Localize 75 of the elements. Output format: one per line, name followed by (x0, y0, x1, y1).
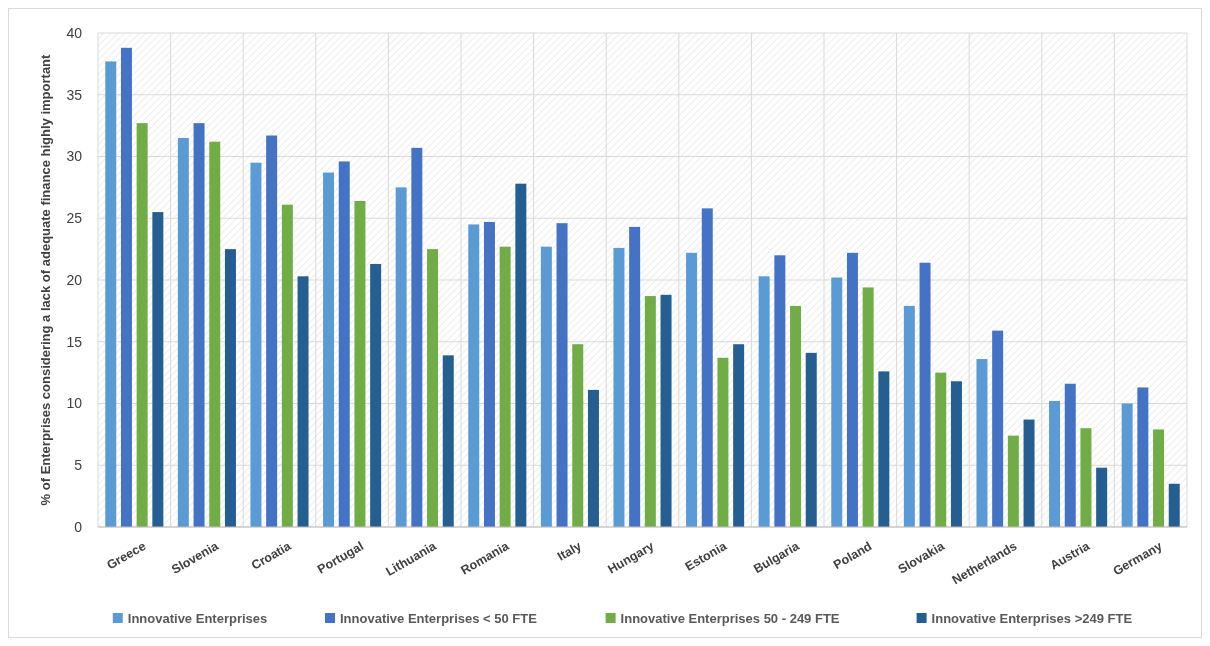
bar (209, 141, 221, 527)
bar (499, 246, 511, 527)
bar (862, 287, 874, 527)
bar (395, 187, 407, 527)
bar (790, 305, 802, 527)
bar (572, 344, 584, 527)
bar (587, 389, 599, 527)
bar (468, 224, 480, 527)
bar (370, 263, 382, 527)
bar (427, 249, 439, 527)
bar (297, 276, 309, 527)
bar (1096, 467, 1108, 527)
bar (758, 276, 770, 527)
bar (442, 355, 454, 527)
bar (1023, 419, 1035, 527)
y-tick-label: 0 (74, 518, 83, 535)
bar (846, 252, 858, 527)
bar (1049, 401, 1061, 527)
bar (1137, 387, 1149, 527)
y-tick-label: 30 (66, 148, 83, 165)
bar (338, 161, 350, 527)
x-tick-label: Italy (555, 539, 584, 564)
bar (1121, 403, 1133, 527)
bar (250, 162, 262, 527)
bar (717, 357, 729, 527)
y-tick-label: 25 (66, 210, 83, 227)
y-tick-label: 5 (74, 457, 83, 474)
y-axis-title: % of Enterprises considering a lack of adequate finance highly important (38, 53, 53, 506)
y-tick-label: 20 (66, 271, 83, 288)
bar (613, 247, 625, 527)
y-tick-label: 15 (66, 333, 83, 350)
bar (1168, 483, 1180, 527)
bar (105, 61, 117, 527)
bar (878, 371, 890, 527)
bar (1080, 428, 1092, 527)
y-tick-label: 35 (66, 86, 83, 103)
bar (903, 305, 915, 527)
bar (266, 135, 278, 527)
bar (281, 204, 293, 527)
legend-label: Innovative Enterprises 50 - 249 FTE (620, 611, 840, 626)
bar (411, 147, 423, 527)
bar (660, 294, 672, 527)
bar (224, 249, 236, 527)
y-tick-label: 40 (66, 24, 83, 41)
bar (919, 262, 931, 527)
bar (976, 359, 988, 527)
bar (950, 381, 962, 527)
legend-label: Innovative Enterprises (127, 611, 268, 626)
legend-label: Innovative Enterprises >249 FTE (931, 611, 1133, 626)
bar (831, 277, 843, 527)
bar (354, 200, 366, 527)
bar (1153, 429, 1165, 527)
bar (556, 223, 568, 527)
bar (686, 252, 698, 527)
bar (1064, 383, 1076, 527)
bar (483, 221, 495, 527)
bar (193, 123, 205, 527)
bar (177, 137, 189, 527)
bar (323, 172, 335, 527)
bar (644, 296, 656, 527)
bar (992, 330, 1004, 527)
bar (701, 208, 713, 527)
bar (733, 344, 745, 527)
bar (805, 352, 817, 527)
bar (774, 255, 786, 527)
bar (540, 246, 552, 527)
y-tick-label: 10 (66, 395, 83, 412)
bar (629, 226, 641, 527)
bar (1007, 435, 1019, 527)
bar (935, 372, 947, 527)
bar (152, 212, 164, 527)
bar (120, 47, 132, 527)
bar (515, 183, 527, 527)
legend-label: Innovative Enterprises < 50 FTE (340, 611, 538, 626)
bar (136, 123, 148, 527)
